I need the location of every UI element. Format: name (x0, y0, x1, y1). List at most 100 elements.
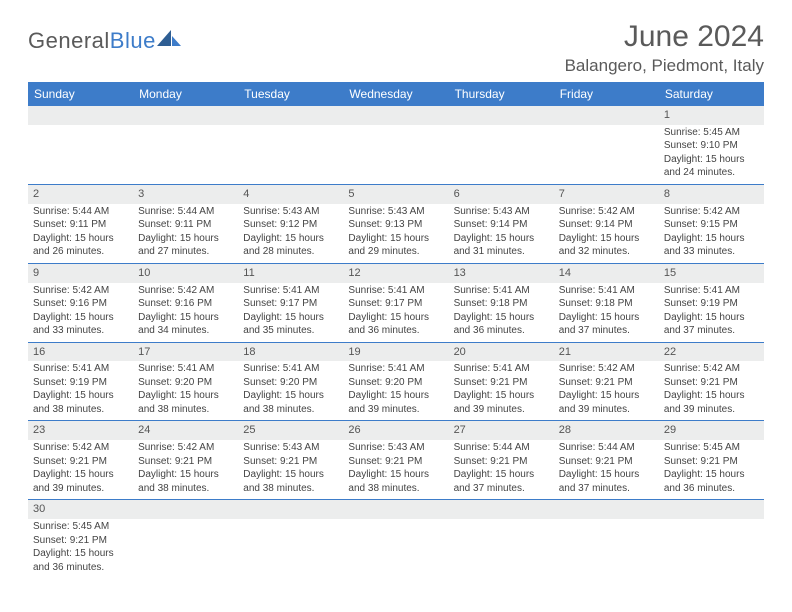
sunrise-line: Sunrise: 5:43 AM (243, 441, 338, 455)
calendar-day-cell: 20Sunrise: 5:41 AMSunset: 9:21 PMDayligh… (449, 342, 554, 421)
day-number: 30 (28, 500, 133, 519)
calendar-week-row: 23Sunrise: 5:42 AMSunset: 9:21 PMDayligh… (28, 421, 764, 500)
day-number: 17 (133, 343, 238, 362)
calendar-day-cell: 22Sunrise: 5:42 AMSunset: 9:21 PMDayligh… (659, 342, 764, 421)
day-number: 14 (554, 264, 659, 283)
sunrise-line: Sunrise: 5:42 AM (664, 362, 759, 376)
sunset-line: Sunset: 9:13 PM (348, 218, 443, 232)
sunset-line: Sunset: 9:21 PM (559, 455, 654, 469)
calendar-day-cell: 19Sunrise: 5:41 AMSunset: 9:20 PMDayligh… (343, 342, 448, 421)
calendar-day-cell: 23Sunrise: 5:42 AMSunset: 9:21 PMDayligh… (28, 421, 133, 500)
calendar-day-cell: 9Sunrise: 5:42 AMSunset: 9:16 PMDaylight… (28, 263, 133, 342)
sunrise-line: Sunrise: 5:43 AM (348, 205, 443, 219)
sunset-line: Sunset: 9:14 PM (559, 218, 654, 232)
day-number (449, 106, 554, 125)
calendar-empty-cell (449, 106, 554, 184)
daylight-line: Daylight: 15 hours and 24 minutes. (664, 153, 759, 180)
sunrise-line: Sunrise: 5:41 AM (559, 284, 654, 298)
weekday-header-row: SundayMondayTuesdayWednesdayThursdayFrid… (28, 82, 764, 106)
sunrise-line: Sunrise: 5:42 AM (33, 441, 128, 455)
weekday-header: Friday (554, 82, 659, 106)
day-number: 20 (449, 343, 554, 362)
sunrise-line: Sunrise: 5:44 AM (454, 441, 549, 455)
sunrise-line: Sunrise: 5:42 AM (138, 284, 233, 298)
calendar-week-row: 16Sunrise: 5:41 AMSunset: 9:19 PMDayligh… (28, 342, 764, 421)
calendar-day-cell: 17Sunrise: 5:41 AMSunset: 9:20 PMDayligh… (133, 342, 238, 421)
sunset-line: Sunset: 9:21 PM (243, 455, 338, 469)
brand-text-2: Blue (110, 28, 156, 53)
weekday-header: Monday (133, 82, 238, 106)
day-number: 24 (133, 421, 238, 440)
calendar-day-cell: 21Sunrise: 5:42 AMSunset: 9:21 PMDayligh… (554, 342, 659, 421)
daylight-line: Daylight: 15 hours and 38 minutes. (33, 389, 128, 416)
sunrise-line: Sunrise: 5:42 AM (559, 205, 654, 219)
sunrise-line: Sunrise: 5:45 AM (33, 520, 128, 534)
sunrise-line: Sunrise: 5:42 AM (664, 205, 759, 219)
calendar-week-row: 1Sunrise: 5:45 AMSunset: 9:10 PMDaylight… (28, 106, 764, 184)
weekday-header: Saturday (659, 82, 764, 106)
daylight-line: Daylight: 15 hours and 39 minutes. (33, 468, 128, 495)
daylight-line: Daylight: 15 hours and 28 minutes. (243, 232, 338, 259)
sunset-line: Sunset: 9:21 PM (454, 376, 549, 390)
calendar-empty-cell (28, 106, 133, 184)
day-number: 28 (554, 421, 659, 440)
day-number (343, 106, 448, 125)
sunset-line: Sunset: 9:21 PM (33, 534, 128, 548)
calendar-week-row: 30Sunrise: 5:45 AMSunset: 9:21 PMDayligh… (28, 500, 764, 578)
sunrise-line: Sunrise: 5:41 AM (138, 362, 233, 376)
day-number: 29 (659, 421, 764, 440)
sunset-line: Sunset: 9:21 PM (138, 455, 233, 469)
day-number: 11 (238, 264, 343, 283)
daylight-line: Daylight: 15 hours and 36 minutes. (664, 468, 759, 495)
daylight-line: Daylight: 15 hours and 32 minutes. (559, 232, 654, 259)
day-number: 8 (659, 185, 764, 204)
calendar-day-cell: 3Sunrise: 5:44 AMSunset: 9:11 PMDaylight… (133, 184, 238, 263)
sunset-line: Sunset: 9:21 PM (348, 455, 443, 469)
daylight-line: Daylight: 15 hours and 29 minutes. (348, 232, 443, 259)
day-number (554, 106, 659, 125)
sunset-line: Sunset: 9:20 PM (243, 376, 338, 390)
sunset-line: Sunset: 9:21 PM (454, 455, 549, 469)
daylight-line: Daylight: 15 hours and 33 minutes. (33, 311, 128, 338)
month-title: June 2024 (565, 20, 764, 54)
calendar-day-cell: 7Sunrise: 5:42 AMSunset: 9:14 PMDaylight… (554, 184, 659, 263)
sunset-line: Sunset: 9:11 PM (33, 218, 128, 232)
daylight-line: Daylight: 15 hours and 38 minutes. (138, 468, 233, 495)
weekday-header: Wednesday (343, 82, 448, 106)
day-number: 2 (28, 185, 133, 204)
sunrise-line: Sunrise: 5:42 AM (33, 284, 128, 298)
sunset-line: Sunset: 9:20 PM (348, 376, 443, 390)
day-number: 10 (133, 264, 238, 283)
daylight-line: Daylight: 15 hours and 26 minutes. (33, 232, 128, 259)
day-number (28, 106, 133, 125)
daylight-line: Daylight: 15 hours and 39 minutes. (348, 389, 443, 416)
calendar-day-cell: 6Sunrise: 5:43 AMSunset: 9:14 PMDaylight… (449, 184, 554, 263)
day-number (659, 500, 764, 519)
sunset-line: Sunset: 9:18 PM (454, 297, 549, 311)
sunset-line: Sunset: 9:16 PM (33, 297, 128, 311)
daylight-line: Daylight: 15 hours and 36 minutes. (33, 547, 128, 574)
sunset-line: Sunset: 9:21 PM (559, 376, 654, 390)
calendar-day-cell: 27Sunrise: 5:44 AMSunset: 9:21 PMDayligh… (449, 421, 554, 500)
day-number: 7 (554, 185, 659, 204)
daylight-line: Daylight: 15 hours and 38 minutes. (138, 389, 233, 416)
sunset-line: Sunset: 9:10 PM (664, 139, 759, 153)
day-number: 22 (659, 343, 764, 362)
calendar-empty-cell (343, 106, 448, 184)
calendar-empty-cell (133, 106, 238, 184)
day-number: 25 (238, 421, 343, 440)
sunrise-line: Sunrise: 5:41 AM (454, 284, 549, 298)
day-number (554, 500, 659, 519)
sunset-line: Sunset: 9:21 PM (33, 455, 128, 469)
daylight-line: Daylight: 15 hours and 38 minutes. (243, 468, 338, 495)
sunset-line: Sunset: 9:11 PM (138, 218, 233, 232)
sunrise-line: Sunrise: 5:41 AM (454, 362, 549, 376)
calendar-day-cell: 25Sunrise: 5:43 AMSunset: 9:21 PMDayligh… (238, 421, 343, 500)
day-number (343, 500, 448, 519)
calendar-day-cell: 1Sunrise: 5:45 AMSunset: 9:10 PMDaylight… (659, 106, 764, 184)
sunrise-line: Sunrise: 5:44 AM (33, 205, 128, 219)
calendar-day-cell: 16Sunrise: 5:41 AMSunset: 9:19 PMDayligh… (28, 342, 133, 421)
calendar-day-cell: 18Sunrise: 5:41 AMSunset: 9:20 PMDayligh… (238, 342, 343, 421)
day-number: 4 (238, 185, 343, 204)
day-number: 15 (659, 264, 764, 283)
